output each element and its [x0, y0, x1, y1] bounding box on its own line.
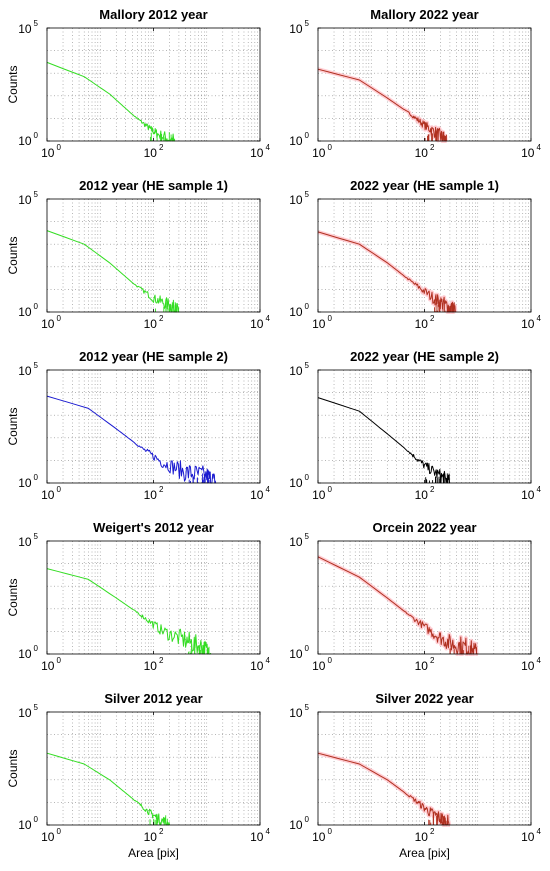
y-axis-label: Counts — [6, 749, 20, 787]
y-axis-label: Counts — [6, 578, 20, 616]
grid — [47, 541, 260, 654]
grid — [47, 199, 260, 312]
x-tick-label: 10 2 — [144, 314, 164, 331]
series-line — [317, 556, 478, 655]
y-tick-label: 10 0 — [18, 473, 38, 490]
x-tick-label: 10 0 — [41, 827, 61, 844]
x-tick-label: 10 0 — [312, 314, 332, 331]
x-tick-label: 10 4 — [250, 656, 270, 673]
x-tick-label: 10 0 — [41, 656, 61, 673]
grid — [47, 712, 260, 825]
y-tick-label: 10 0 — [18, 644, 38, 661]
y-axis-label: Counts — [6, 236, 20, 274]
y-tick-label: 10 0 — [18, 131, 38, 148]
y-axis-label: Counts — [6, 65, 20, 103]
x-axis-label: Area [pix] — [128, 846, 179, 860]
y-tick-label: 10 5 — [289, 532, 309, 549]
x-axis-label: Area [pix] — [399, 846, 450, 860]
chart-title: Weigert's 2012 year — [93, 520, 214, 535]
y-tick-label: 10 5 — [289, 19, 309, 36]
y-tick-label: 10 5 — [289, 703, 309, 720]
y-tick-label: 10 0 — [289, 644, 309, 661]
y-tick-label: 10 5 — [18, 19, 38, 36]
series-line — [317, 68, 447, 142]
y-tick-label: 10 0 — [289, 131, 309, 148]
x-tick-label: 10 2 — [415, 485, 435, 502]
y-tick-label: 10 5 — [18, 703, 38, 720]
x-tick-label: 10 2 — [415, 827, 435, 844]
y-tick-label: 10 0 — [18, 815, 38, 832]
y-tick-label: 10 5 — [289, 361, 309, 378]
x-tick-label: 10 0 — [312, 827, 332, 844]
x-tick-label: 10 4 — [521, 314, 541, 331]
x-tick-label: 10 4 — [250, 143, 270, 160]
x-tick-label: 10 4 — [250, 827, 270, 844]
y-tick-label: 10 5 — [18, 361, 38, 378]
x-tick-label: 10 2 — [144, 827, 164, 844]
chart-title: Mallory 2022 year — [370, 7, 478, 22]
series-line — [317, 231, 456, 313]
series-line — [317, 752, 450, 826]
series-line — [46, 61, 175, 142]
x-tick-label: 10 2 — [415, 314, 435, 331]
chart-title: 2012 year (HE sample 2) — [79, 349, 228, 364]
x-tick-label: 10 0 — [312, 485, 332, 502]
y-tick-label: 10 5 — [18, 190, 38, 207]
x-tick-label: 10 0 — [41, 485, 61, 502]
x-tick-label: 10 0 — [312, 656, 332, 673]
y-tick-label: 10 0 — [18, 302, 38, 319]
series-line — [46, 395, 217, 484]
chart-title: 2012 year (HE sample 1) — [79, 178, 228, 193]
y-tick-label: 10 5 — [18, 532, 38, 549]
chart-title: Silver 2012 year — [104, 691, 202, 706]
x-tick-label: 10 0 — [41, 314, 61, 331]
x-tick-label: 10 4 — [521, 143, 541, 160]
y-axis-label: Counts — [6, 407, 20, 445]
x-tick-label: 10 4 — [521, 485, 541, 502]
x-tick-label: 10 0 — [312, 143, 332, 160]
x-tick-label: 10 2 — [415, 656, 435, 673]
x-tick-label: 10 2 — [144, 485, 164, 502]
x-tick-label: 10 4 — [521, 827, 541, 844]
chart-title: 2022 year (HE sample 1) — [350, 178, 499, 193]
x-tick-label: 10 2 — [144, 656, 164, 673]
chart-title: Mallory 2012 year — [99, 7, 207, 22]
grid — [47, 370, 260, 483]
x-tick-label: 10 4 — [250, 314, 270, 331]
x-tick-label: 10 2 — [415, 143, 435, 160]
chart-title: Silver 2022 year — [375, 691, 473, 706]
x-tick-label: 10 4 — [521, 656, 541, 673]
x-tick-label: 10 0 — [41, 143, 61, 160]
y-tick-label: 10 0 — [289, 473, 309, 490]
y-tick-label: 10 0 — [289, 815, 309, 832]
grid — [318, 370, 531, 483]
y-tick-label: 10 0 — [289, 302, 309, 319]
y-tick-label: 10 5 — [289, 190, 309, 207]
x-tick-label: 10 4 — [250, 485, 270, 502]
x-tick-label: 10 2 — [144, 143, 164, 160]
chart-title: Orcein 2022 year — [372, 520, 476, 535]
chart-title: 2022 year (HE sample 2) — [350, 349, 499, 364]
